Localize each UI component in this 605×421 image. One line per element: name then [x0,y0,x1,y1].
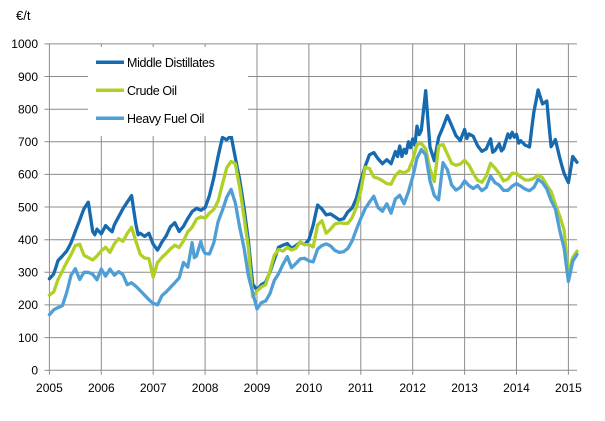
svg-text:2010: 2010 [296,381,323,395]
svg-text:2009: 2009 [244,381,271,395]
svg-text:100: 100 [18,331,38,345]
svg-text:300: 300 [18,266,38,280]
svg-text:Heavy Fuel Oil: Heavy Fuel Oil [127,112,204,126]
svg-text:€/t: €/t [16,8,31,23]
svg-text:Crude Oil: Crude Oil [127,84,177,98]
svg-text:900: 900 [18,70,38,84]
svg-text:1000: 1000 [11,37,38,51]
svg-text:2014: 2014 [503,381,530,395]
svg-text:400: 400 [18,233,38,247]
svg-text:700: 700 [18,135,38,149]
svg-text:2015: 2015 [555,381,582,395]
svg-text:2011: 2011 [348,381,374,395]
svg-text:2013: 2013 [451,381,478,395]
svg-text:600: 600 [18,168,38,182]
svg-text:2012: 2012 [399,381,426,395]
svg-text:0: 0 [31,364,38,378]
svg-text:2005: 2005 [36,381,63,395]
svg-text:Middle Distillates: Middle Distillates [127,56,215,70]
svg-text:2007: 2007 [140,381,167,395]
svg-text:2008: 2008 [192,381,219,395]
svg-text:500: 500 [18,200,38,214]
svg-text:2006: 2006 [88,381,115,395]
svg-text:800: 800 [18,103,38,117]
svg-text:200: 200 [18,298,38,312]
